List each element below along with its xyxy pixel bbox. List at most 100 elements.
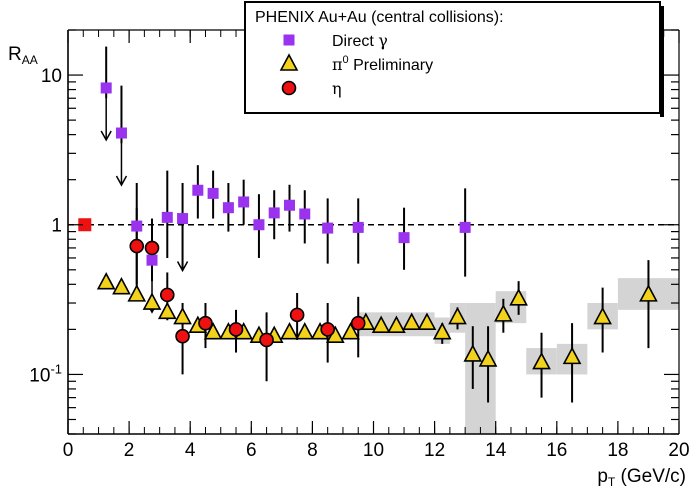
legend-label-main: Direct [332,33,378,50]
data-point [532,351,551,370]
data-point [283,199,295,211]
data-point [639,284,658,302]
y-tick-label-base: 10 [29,365,50,386]
data-point [127,284,147,302]
data-point [238,196,250,208]
legend-label: η [332,79,342,98]
data-point [289,307,305,323]
data-point [159,287,175,303]
normalization-marker [78,218,92,232]
data-point [129,238,145,254]
legend-marker-triangle [279,53,299,71]
legend-label-greek: π [332,55,343,74]
x-tick-label: 4 [185,440,196,461]
data-point [387,315,406,334]
data-point [509,288,528,306]
x-tick-label: 10 [363,440,384,461]
data-point [417,312,437,330]
data-point [593,306,612,325]
upper-limit-arrowhead [115,175,128,187]
x-tick-label: 16 [546,440,567,461]
marker-layer [78,82,658,370]
data-point [494,304,513,322]
data-point [157,301,177,320]
systematic-box [465,303,496,434]
data-point [299,208,311,220]
legend-label-rest: Preliminary [349,57,433,74]
y-axis-label-sub: AA [22,53,38,67]
data-point [398,232,410,244]
x-tick-label: 14 [485,440,507,461]
legend-frame [244,1,661,114]
data-point [459,221,471,233]
data-point [198,315,213,331]
data-point [177,213,189,225]
data-point [192,184,204,196]
data-point [448,306,467,325]
data-point [175,328,190,344]
data-point [350,315,366,331]
data-point [112,276,131,295]
legend-marker-circle [281,80,297,96]
data-point [352,221,364,233]
data-point [207,187,219,199]
legend-label: π0 Preliminary [332,54,433,74]
legend-label: Direct γ [332,31,388,50]
y-tick-label: 10 [41,66,62,87]
data-point [371,315,391,334]
x-tick-label: 0 [63,440,74,461]
y-tick-label: 10-1 [29,361,62,386]
data-point [295,322,315,340]
data-point [115,127,127,139]
data-point [228,322,244,337]
legend-entries: Direct γ π0 Preliminary η [279,31,433,98]
data-point [463,344,483,362]
legend-label-sup: 0 [343,54,349,66]
x-tick-label: 2 [124,440,135,461]
x-axis-label-sub: T [608,475,616,489]
data-point [161,211,173,223]
data-point [268,207,280,219]
data-point [222,202,234,214]
data-point [432,322,452,340]
x-tick-label: 8 [307,440,318,461]
y-tick-label: 1 [51,216,62,237]
data-point [96,272,116,290]
data-point [100,82,112,94]
legend-label-greek: γ [378,31,388,50]
legend-shadow [660,6,664,117]
x-axis-label-main: p [597,466,608,487]
legend: PHENIX Au+Au (central collisions): Direc… [244,1,664,117]
data-point [142,292,162,310]
upper-limit-arrowhead [176,261,189,273]
x-tick-label: 12 [424,440,445,461]
x-axis-label-rest: (GeV/c) [615,466,686,487]
legend-label-greek: η [332,79,342,98]
data-point [322,222,334,234]
y-axis-label-main: R [8,44,22,65]
data-point [562,346,582,365]
data-point [131,220,143,232]
x-tick-label: 18 [607,440,628,461]
x-axis-label: pT (GeV/c) [597,466,686,489]
data-point [173,306,192,325]
data-point [320,322,335,337]
y-tick-label-base: 1 [51,216,62,237]
data-point [341,322,360,340]
data-point [144,240,160,256]
y-axis-label: RAA [8,44,38,67]
x-tick-label: 6 [246,440,257,461]
y-tick-label-base: 10 [41,66,62,87]
data-point [280,322,299,340]
data-point [253,219,265,231]
data-point [146,254,158,266]
legend-marker-square [283,34,295,46]
data-point [402,312,422,330]
data-point [478,349,498,367]
upper-limit-arrowhead [100,130,112,142]
x-tick-label: 20 [668,440,689,461]
data-point [259,332,274,348]
data-point [203,322,223,340]
y-tick-label-exponent: -1 [50,361,62,376]
